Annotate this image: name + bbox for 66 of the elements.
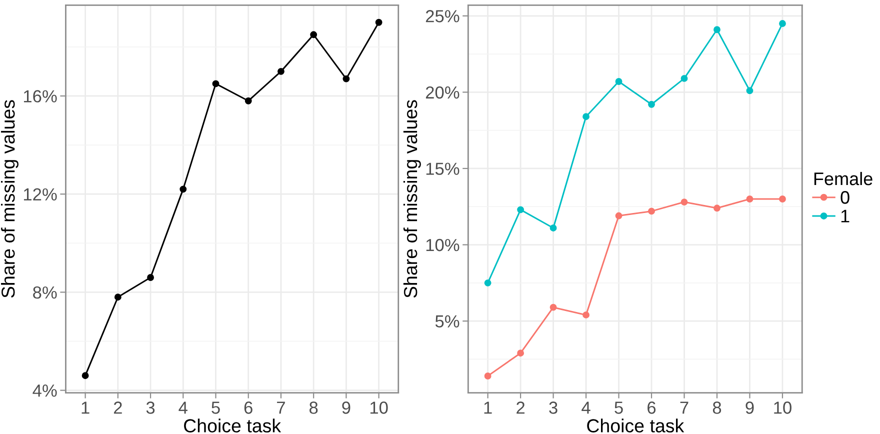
point [517,350,524,357]
x-tick-label: 7 [277,402,285,414]
point [648,100,655,108]
x-tick-label: 7 [680,402,688,414]
point [82,372,89,380]
point [278,68,284,75]
point [779,196,786,202]
x-tick-label: 4 [178,402,188,414]
y-tick-label: 4% [32,384,57,397]
point [746,87,754,94]
y-tick-label: 8% [33,286,57,299]
x-tick-label: 1 [484,402,492,414]
x-tick-label: 3 [146,402,155,414]
x-tick-label: 2 [516,402,524,414]
point [244,97,252,104]
legend-label: 1 [841,210,850,222]
x-tick-label: 10 [774,402,792,414]
point [714,204,720,212]
point [680,198,688,206]
point [212,80,220,88]
y-tick-label: 15% [426,162,460,175]
y-tick-label: 10% [426,238,460,252]
x-tick-label: 6 [244,402,252,414]
point [375,18,382,26]
point [615,78,622,85]
point [714,26,720,34]
y-tick-label: 12% [24,188,57,200]
point [114,294,122,301]
x-tick-label: 4 [582,402,590,414]
point [680,74,688,82]
y-tick-label: 5% [435,315,460,328]
x-tick-label: 2 [114,402,122,414]
point [582,113,590,120]
y-axis-title: Share of missing values [1,100,18,298]
point [615,212,622,220]
point [779,20,786,27]
point [550,224,557,232]
point [484,279,492,286]
point [648,208,655,215]
x-tick-label: 6 [648,402,656,414]
x-axis-title: Choice task [184,418,282,432]
y-tick-label: 20% [426,86,460,99]
x-tick-label: 10 [370,402,388,414]
legend-title: Female [814,172,872,186]
y-tick-label: 16% [24,90,57,102]
point [517,206,524,214]
y-axis-title: Share of missing values [403,100,421,298]
x-tick-label: 8 [310,402,318,414]
point [342,75,350,82]
point [180,186,187,193]
y-tick-label: 25% [426,10,460,22]
x-tick-label: 3 [549,402,558,414]
x-tick-label: 5 [212,402,220,414]
x-tick-label: 1 [82,402,90,414]
point [310,31,318,38]
point [746,196,754,202]
x-axis-title: Choice task [587,418,684,432]
point [484,372,492,380]
x-tick-label: 9 [342,402,350,414]
point [550,304,557,311]
point [582,311,590,318]
legend-label: 0 [840,191,850,204]
x-tick-label: 9 [746,402,754,414]
point [147,274,154,281]
x-tick-label: 8 [712,402,722,414]
x-tick-label: 5 [614,402,623,414]
